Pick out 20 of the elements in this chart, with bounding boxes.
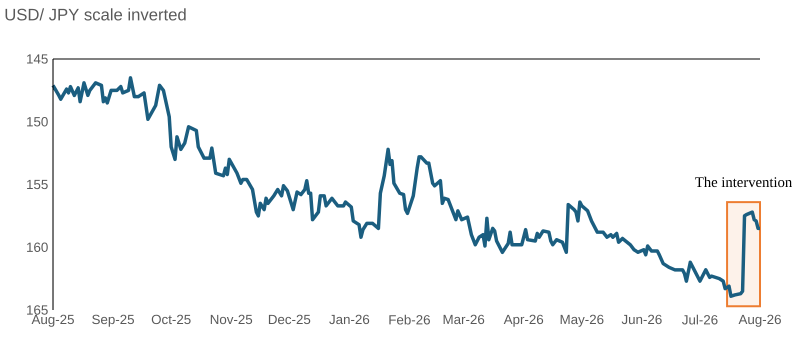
x-tick-label: May-26	[560, 314, 604, 327]
y-tick-label: 145	[27, 54, 48, 64]
x-tick-label: Feb-26	[389, 314, 430, 324]
x-tick-label: Oct-25	[152, 314, 191, 324]
x-tick-label: Jul-26	[682, 314, 718, 324]
x-tick-label: Dec-25	[268, 314, 310, 324]
x-tick-label: Jun-26	[622, 314, 662, 324]
x-tick-label: Aug-25	[32, 314, 74, 327]
x-tick-label: Mar-26	[444, 314, 484, 324]
x-tick-label: Apr-26	[504, 314, 544, 327]
x-tick-label: Jan-26	[329, 314, 370, 324]
y-tick-label: 165	[27, 305, 48, 315]
x-tick-label: Sep-25	[92, 314, 134, 327]
y-tick-label: 155	[27, 180, 48, 190]
y-tick-label: 160	[27, 242, 48, 252]
chart-title: USD/ JPY scale inverted	[6, 8, 186, 21]
x-tick-label: Aug-26	[738, 314, 781, 327]
y-tick-label: 150	[27, 117, 48, 126]
x-tick-label: Nov-25	[210, 314, 252, 324]
band-label: The intervention	[695, 176, 792, 188]
